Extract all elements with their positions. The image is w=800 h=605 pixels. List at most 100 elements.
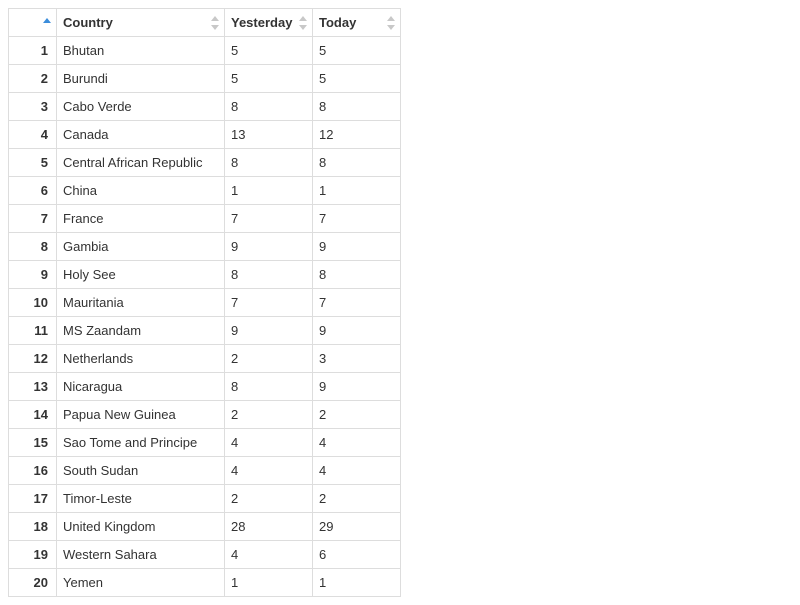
cell-index: 15 (9, 429, 57, 457)
cell-yesterday: 8 (225, 149, 313, 177)
cell-country: Bhutan (57, 37, 225, 65)
cell-index: 6 (9, 177, 57, 205)
table-row: 4Canada1312 (9, 121, 401, 149)
table-row: 15Sao Tome and Principe44 (9, 429, 401, 457)
cell-yesterday: 28 (225, 513, 313, 541)
data-table: Country Yesterday Today 1Bhutan552Burund… (8, 8, 401, 597)
table-row: 2Burundi55 (9, 65, 401, 93)
cell-country: Holy See (57, 261, 225, 289)
cell-index: 20 (9, 569, 57, 597)
cell-yesterday: 1 (225, 569, 313, 597)
table-body: 1Bhutan552Burundi553Cabo Verde884Canada1… (9, 37, 401, 597)
cell-yesterday: 9 (225, 233, 313, 261)
cell-today: 6 (313, 541, 401, 569)
table-row: 17Timor-Leste22 (9, 485, 401, 513)
cell-index: 1 (9, 37, 57, 65)
cell-index: 2 (9, 65, 57, 93)
cell-yesterday: 4 (225, 541, 313, 569)
cell-index: 3 (9, 93, 57, 121)
cell-yesterday: 13 (225, 121, 313, 149)
sort-both-icon (387, 16, 395, 30)
cell-yesterday: 5 (225, 37, 313, 65)
table-row: 7France77 (9, 205, 401, 233)
cell-index: 16 (9, 457, 57, 485)
cell-index: 14 (9, 401, 57, 429)
table-row: 1Bhutan55 (9, 37, 401, 65)
cell-country: Gambia (57, 233, 225, 261)
cell-country: Timor-Leste (57, 485, 225, 513)
cell-index: 17 (9, 485, 57, 513)
cell-index: 12 (9, 345, 57, 373)
cell-today: 29 (313, 513, 401, 541)
cell-yesterday: 4 (225, 457, 313, 485)
table-row: 9Holy See88 (9, 261, 401, 289)
cell-yesterday: 8 (225, 373, 313, 401)
sort-asc-icon (43, 16, 51, 30)
cell-today: 8 (313, 149, 401, 177)
cell-yesterday: 9 (225, 317, 313, 345)
column-header-index[interactable] (9, 9, 57, 37)
cell-today: 9 (313, 317, 401, 345)
cell-country: Nicaragua (57, 373, 225, 401)
column-header-today[interactable]: Today (313, 9, 401, 37)
cell-index: 9 (9, 261, 57, 289)
cell-country: Canada (57, 121, 225, 149)
cell-country: Burundi (57, 65, 225, 93)
table-row: 10Mauritania77 (9, 289, 401, 317)
cell-yesterday: 7 (225, 289, 313, 317)
cell-today: 1 (313, 569, 401, 597)
cell-index: 4 (9, 121, 57, 149)
table-row: 6China11 (9, 177, 401, 205)
table-row: 13Nicaragua89 (9, 373, 401, 401)
table-header: Country Yesterday Today (9, 9, 401, 37)
cell-yesterday: 2 (225, 485, 313, 513)
cell-today: 7 (313, 289, 401, 317)
cell-yesterday: 5 (225, 65, 313, 93)
cell-index: 10 (9, 289, 57, 317)
cell-today: 9 (313, 233, 401, 261)
cell-yesterday: 4 (225, 429, 313, 457)
cell-country: China (57, 177, 225, 205)
cell-country: Cabo Verde (57, 93, 225, 121)
cell-index: 5 (9, 149, 57, 177)
cell-country: United Kingdom (57, 513, 225, 541)
cell-today: 5 (313, 37, 401, 65)
cell-country: Papua New Guinea (57, 401, 225, 429)
cell-index: 19 (9, 541, 57, 569)
table-row: 16South Sudan44 (9, 457, 401, 485)
column-header-yesterday[interactable]: Yesterday (225, 9, 313, 37)
cell-country: Netherlands (57, 345, 225, 373)
table-row: 3Cabo Verde88 (9, 93, 401, 121)
cell-today: 3 (313, 345, 401, 373)
cell-today: 2 (313, 401, 401, 429)
cell-country: Yemen (57, 569, 225, 597)
table-row: 5Central African Republic88 (9, 149, 401, 177)
column-header-today-label: Today (319, 15, 356, 30)
table-row: 8Gambia99 (9, 233, 401, 261)
column-header-country-label: Country (63, 15, 113, 30)
cell-index: 11 (9, 317, 57, 345)
cell-country: France (57, 205, 225, 233)
cell-today: 8 (313, 261, 401, 289)
cell-yesterday: 8 (225, 261, 313, 289)
cell-country: Western Sahara (57, 541, 225, 569)
cell-yesterday: 7 (225, 205, 313, 233)
cell-yesterday: 2 (225, 345, 313, 373)
cell-today: 2 (313, 485, 401, 513)
column-header-yesterday-label: Yesterday (231, 15, 292, 30)
cell-country: Central African Republic (57, 149, 225, 177)
table-row: 20Yemen11 (9, 569, 401, 597)
cell-today: 5 (313, 65, 401, 93)
table-row: 11MS Zaandam99 (9, 317, 401, 345)
cell-yesterday: 2 (225, 401, 313, 429)
cell-country: MS Zaandam (57, 317, 225, 345)
cell-today: 8 (313, 93, 401, 121)
cell-today: 9 (313, 373, 401, 401)
sort-both-icon (211, 16, 219, 30)
cell-today: 4 (313, 429, 401, 457)
cell-today: 12 (313, 121, 401, 149)
column-header-country[interactable]: Country (57, 9, 225, 37)
sort-both-icon (299, 16, 307, 30)
cell-index: 8 (9, 233, 57, 261)
table-row: 12Netherlands23 (9, 345, 401, 373)
